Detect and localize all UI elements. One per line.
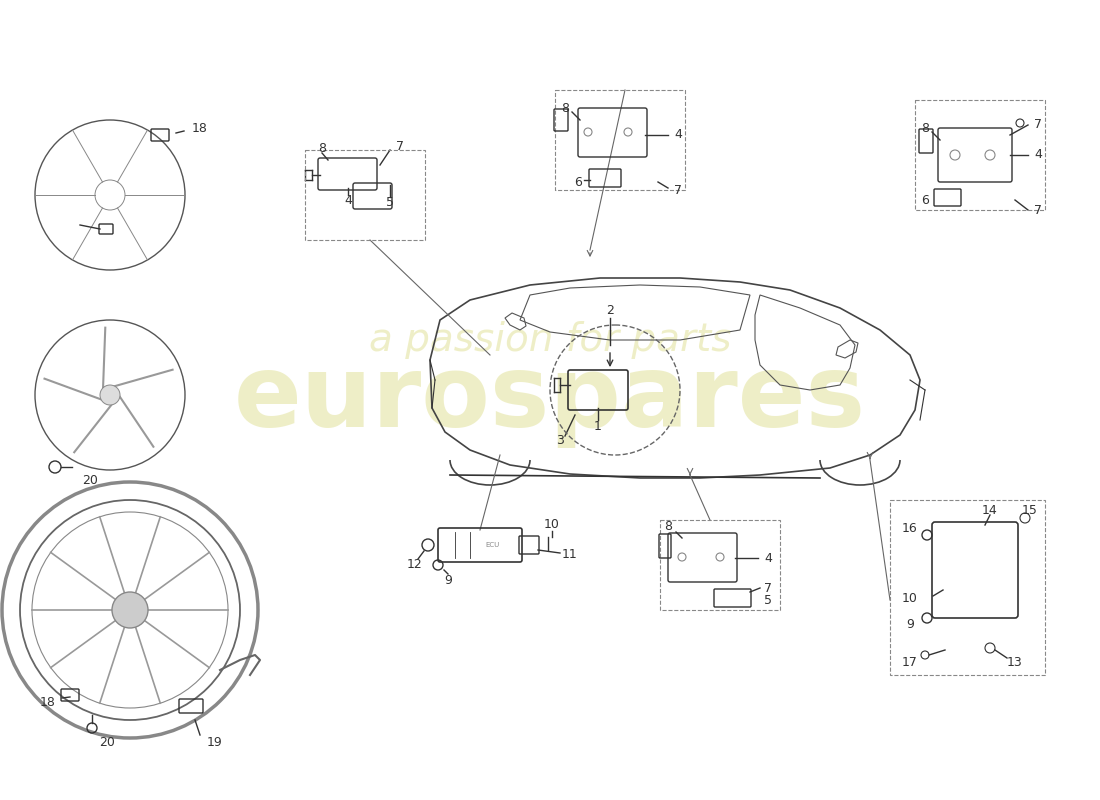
Text: 4: 4: [674, 129, 682, 142]
Text: 9: 9: [906, 618, 914, 631]
Text: 10: 10: [544, 518, 560, 531]
Text: 5: 5: [386, 197, 394, 210]
Text: 2: 2: [606, 303, 614, 317]
Text: 16: 16: [902, 522, 917, 534]
Text: 4: 4: [1034, 149, 1042, 162]
Circle shape: [100, 385, 120, 405]
Text: 13: 13: [1008, 655, 1023, 669]
Text: 9: 9: [444, 574, 452, 586]
Text: 10: 10: [902, 591, 917, 605]
Text: 6: 6: [574, 175, 582, 189]
Text: 18: 18: [192, 122, 208, 134]
Circle shape: [112, 592, 148, 628]
Text: eurospares: eurospares: [234, 351, 866, 449]
Text: 17: 17: [902, 655, 917, 669]
Text: 12: 12: [407, 558, 422, 571]
Text: 8: 8: [318, 142, 326, 154]
Text: 8: 8: [664, 521, 672, 534]
Text: 4: 4: [764, 551, 772, 565]
Text: 8: 8: [921, 122, 929, 134]
Text: 20: 20: [99, 735, 114, 749]
Text: 8: 8: [561, 102, 569, 114]
Text: 6: 6: [921, 194, 928, 206]
Text: 15: 15: [1022, 503, 1038, 517]
Text: 7: 7: [764, 582, 772, 594]
Text: 11: 11: [562, 549, 578, 562]
Text: 7: 7: [1034, 118, 1042, 131]
Text: 4: 4: [344, 194, 352, 206]
Text: a passion for parts: a passion for parts: [368, 321, 732, 359]
Text: 20: 20: [82, 474, 98, 486]
Text: 7: 7: [396, 141, 404, 154]
Text: 14: 14: [982, 503, 998, 517]
Text: 19: 19: [207, 735, 223, 749]
Text: 1: 1: [594, 421, 602, 434]
Text: ECU: ECU: [485, 542, 499, 548]
Text: 5: 5: [764, 594, 772, 606]
Text: 18: 18: [40, 697, 56, 710]
Text: 7: 7: [1034, 203, 1042, 217]
Text: 3: 3: [557, 434, 564, 446]
Text: 7: 7: [674, 183, 682, 197]
